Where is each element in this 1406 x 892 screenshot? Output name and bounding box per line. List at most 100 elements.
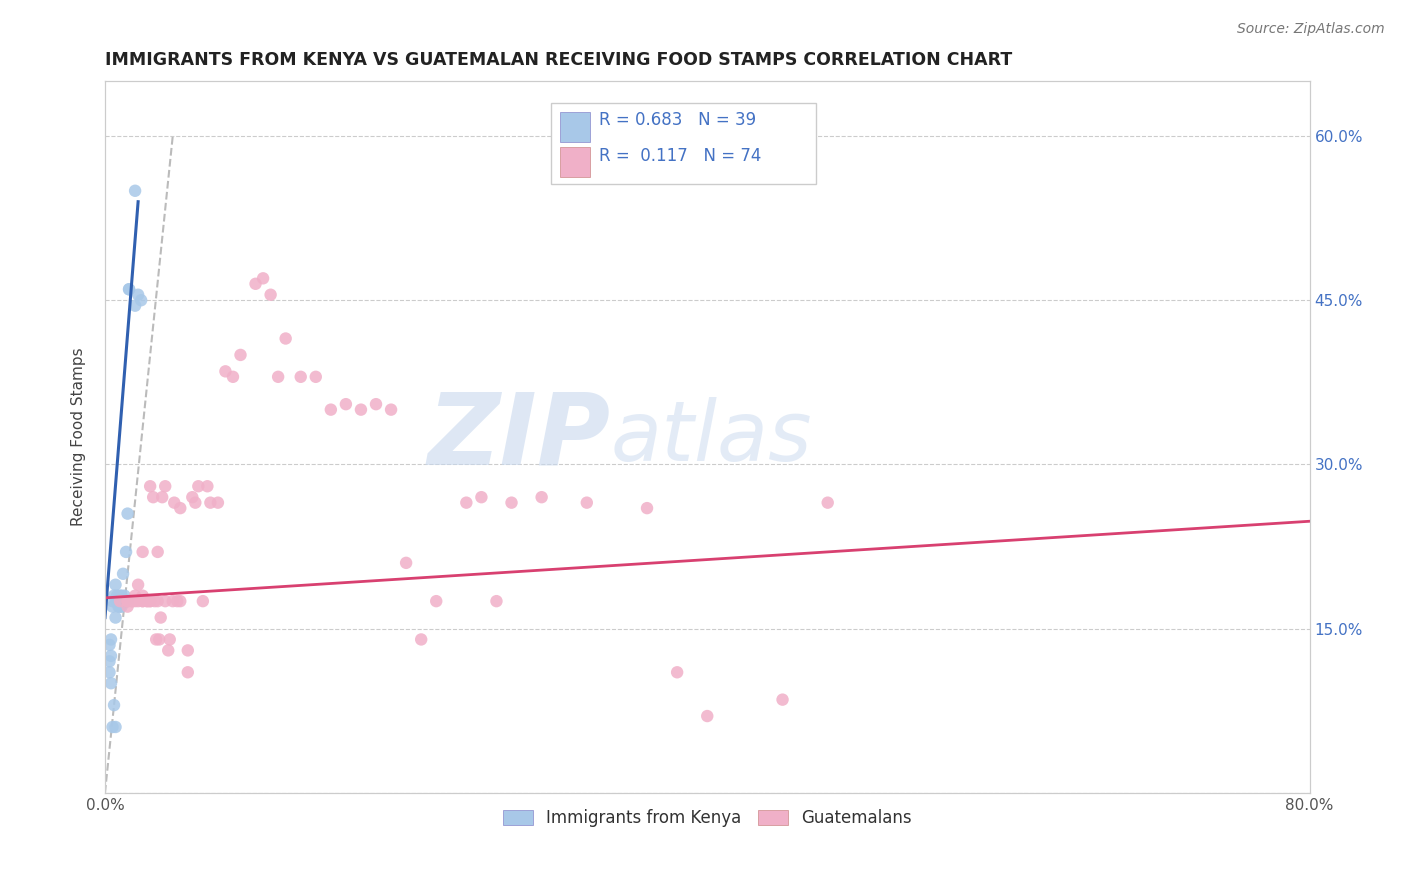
Point (127, 578, 149, 592)
Point (115, 545, 138, 559)
Point (114, 594, 136, 608)
Y-axis label: Receiving Food Stamps: Receiving Food Stamps (72, 348, 86, 526)
Point (177, 665, 200, 680)
Point (214, 364, 236, 378)
Point (222, 369, 245, 384)
Point (108, 589, 131, 603)
Point (136, 594, 159, 608)
Point (101, 599, 124, 614)
FancyBboxPatch shape (561, 147, 591, 178)
Point (117, 594, 139, 608)
Point (425, 594, 447, 608)
Point (470, 490, 492, 504)
Point (98, 638, 121, 652)
Point (136, 594, 159, 608)
Point (149, 610, 172, 624)
Point (575, 496, 598, 510)
Point (195, 479, 218, 493)
Point (485, 594, 508, 608)
Point (129, 293, 152, 308)
Point (530, 490, 553, 504)
Point (131, 594, 153, 608)
Point (100, 648, 122, 663)
Point (319, 402, 342, 417)
Point (110, 599, 132, 614)
Point (187, 479, 209, 493)
Text: IMMIGRANTS FROM KENYA VS GUATEMALAN RECEIVING FOOD STAMPS CORRELATION CHART: IMMIGRANTS FROM KENYA VS GUATEMALAN RECE… (105, 51, 1012, 69)
Legend: Immigrants from Kenya, Guatemalans: Immigrants from Kenya, Guatemalans (496, 803, 918, 834)
Point (456, 496, 478, 510)
Point (104, 610, 127, 624)
Point (181, 490, 204, 504)
Point (184, 496, 207, 510)
Point (115, 594, 138, 608)
Point (112, 566, 135, 581)
Point (305, 369, 328, 384)
Point (121, 594, 143, 608)
Point (131, 589, 153, 603)
Point (117, 507, 139, 521)
Point (395, 556, 418, 570)
Point (117, 599, 139, 614)
Point (380, 402, 402, 417)
Point (103, 698, 125, 712)
Point (267, 369, 290, 384)
Point (100, 676, 122, 690)
Point (105, 594, 128, 608)
Point (98, 665, 121, 680)
Point (124, 299, 146, 313)
Point (127, 594, 149, 608)
Point (101, 594, 124, 608)
Point (155, 479, 177, 493)
Point (114, 594, 136, 608)
Point (124, 184, 146, 198)
Point (101, 720, 124, 734)
Point (259, 287, 281, 301)
Text: ZIP: ZIP (427, 389, 610, 485)
Point (139, 594, 162, 608)
Point (335, 397, 357, 411)
Point (207, 496, 229, 510)
Point (157, 643, 180, 657)
Point (162, 594, 184, 608)
Point (108, 599, 131, 614)
Point (696, 709, 718, 723)
Point (169, 594, 191, 608)
Point (772, 692, 794, 706)
Point (108, 594, 131, 608)
Point (166, 594, 188, 608)
Point (636, 501, 658, 516)
Point (229, 348, 252, 362)
Point (131, 545, 153, 559)
Point (127, 287, 149, 301)
Point (666, 665, 689, 680)
Point (110, 589, 132, 603)
Point (124, 594, 146, 608)
Point (104, 720, 127, 734)
Point (100, 632, 122, 647)
Point (114, 589, 136, 603)
Point (117, 594, 139, 608)
Point (146, 594, 169, 608)
Point (110, 594, 132, 608)
Point (98, 654, 121, 668)
Point (142, 490, 165, 504)
Point (290, 369, 312, 384)
Point (139, 479, 162, 493)
Point (411, 632, 433, 647)
Point (252, 271, 274, 285)
Point (107, 599, 129, 614)
Point (112, 594, 135, 608)
Point (124, 589, 146, 603)
Point (148, 632, 170, 647)
Point (118, 282, 141, 296)
Point (139, 594, 162, 608)
Point (131, 594, 153, 608)
Point (159, 632, 181, 647)
Point (200, 496, 222, 510)
Point (104, 578, 127, 592)
FancyBboxPatch shape (561, 112, 591, 142)
Point (817, 496, 839, 510)
Point (177, 643, 200, 657)
Point (150, 490, 173, 504)
